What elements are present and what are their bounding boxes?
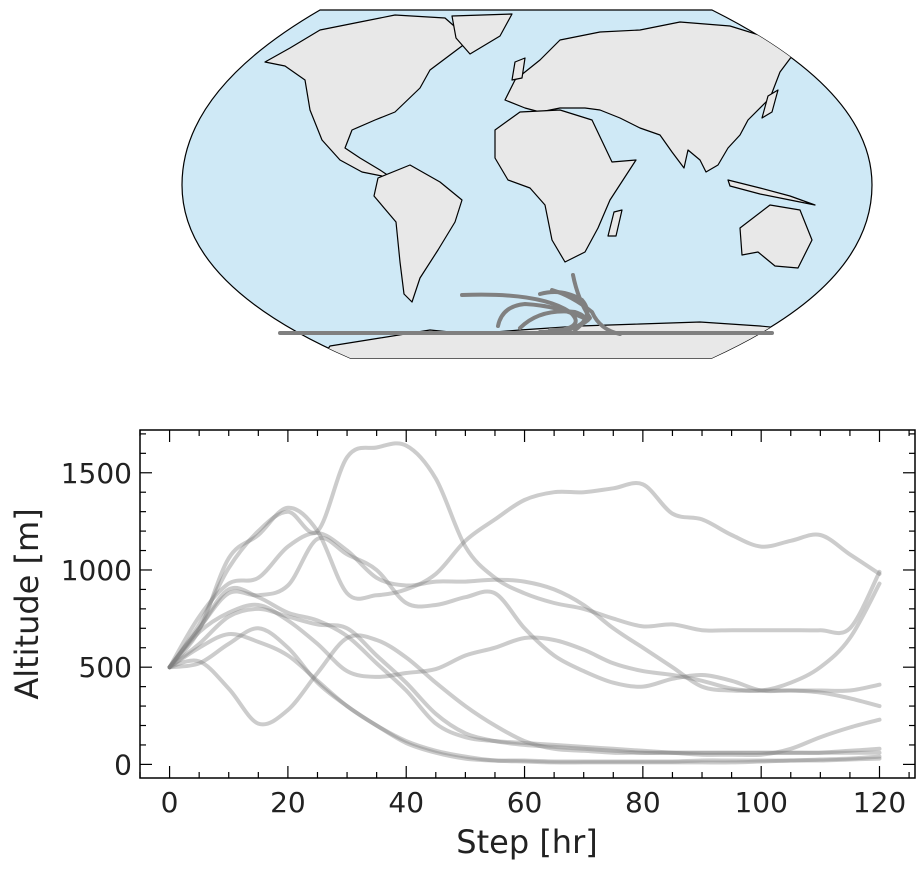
altitude-series-line	[167, 633, 882, 755]
y-tick-label: 0	[114, 748, 132, 781]
tick-layer: 0 20 40 60 80 100 120 0 500 1000 1500	[61, 430, 915, 819]
altitude-series-line	[167, 626, 882, 764]
maritime-southeast-asia	[727, 179, 816, 206]
eurasia	[504, 21, 796, 173]
x-tick-label: 120	[853, 786, 906, 819]
japan	[761, 89, 779, 119]
north-america	[264, 14, 471, 183]
x-tick-label: 20	[270, 786, 306, 819]
x-tick-label: 60	[507, 786, 543, 819]
plot-frame	[139, 429, 916, 779]
x-tick-label: 0	[161, 786, 179, 819]
south-america	[373, 164, 463, 303]
altitude-chart: 0 20 40 60 80 100 120 0 500 1000 1500 Step [hr] Al…	[8, 429, 916, 861]
x-axis-label: Step [hr]	[456, 823, 597, 861]
altitude-series-line	[167, 581, 882, 693]
y-axis-label: Altitude [m]	[8, 508, 46, 699]
altitude-series-line	[167, 535, 882, 709]
altitude-series-line	[167, 530, 882, 693]
madagascar	[607, 209, 623, 237]
y-tick-label: 1500	[61, 457, 132, 490]
y-tick-label: 500	[79, 651, 132, 684]
x-tick-label: 100	[734, 786, 787, 819]
trajectory-track	[548, 273, 592, 332]
trajectory-track	[550, 288, 622, 336]
africa	[494, 109, 637, 263]
british-isles	[511, 57, 526, 81]
altitude-series-line	[167, 585, 882, 758]
australia	[739, 204, 813, 269]
world-map	[181, 9, 873, 359]
altitude-series-line	[167, 441, 882, 670]
altitude-series-line	[167, 632, 882, 765]
altitude-series-line	[167, 606, 882, 755]
x-tick-label: 40	[388, 786, 424, 819]
altitude-series-line	[167, 481, 882, 670]
greenland	[451, 13, 513, 55]
y-tick-label: 1000	[61, 554, 132, 587]
series-layer	[167, 441, 882, 765]
x-tick-label: 80	[625, 786, 661, 819]
balloon-trajectories	[278, 273, 774, 336]
